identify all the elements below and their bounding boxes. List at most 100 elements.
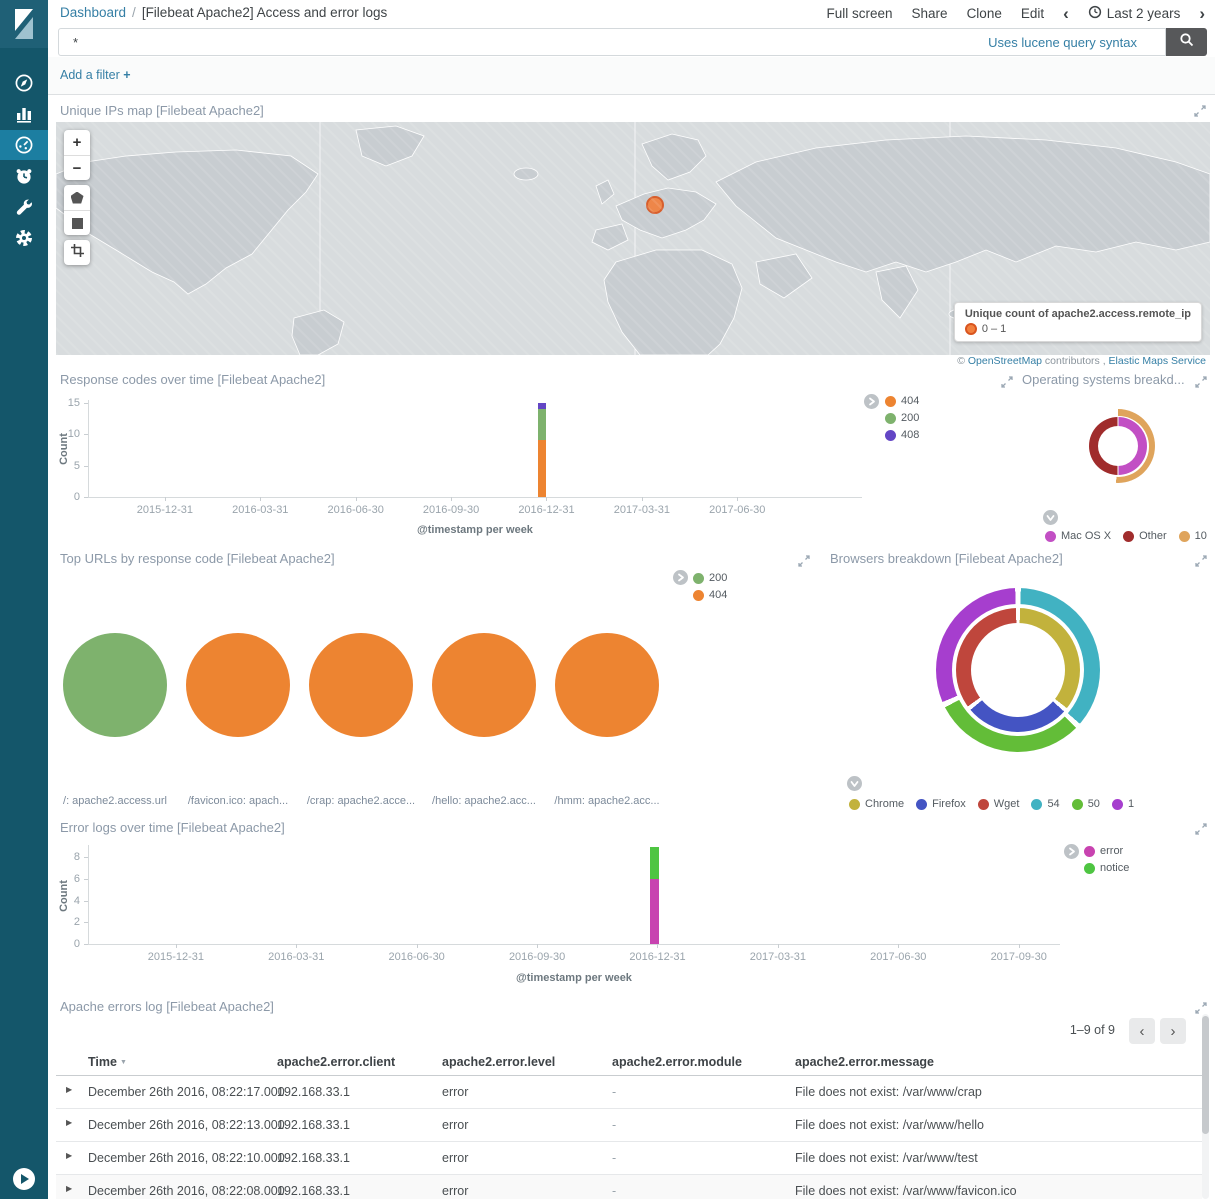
elastic-maps-link[interactable]: Elastic Maps Service — [1108, 355, 1206, 367]
pie-slice-404[interactable] — [432, 633, 536, 737]
share-button[interactable]: Share — [911, 6, 948, 21]
browsers-donut[interactable] — [936, 588, 1100, 752]
row-expand-icon[interactable]: ▶ — [66, 1184, 73, 1193]
draw-polygon-button[interactable] — [64, 185, 90, 210]
openstreetmap-link[interactable]: OpenStreetMap — [967, 355, 1043, 367]
legend-item[interactable]: 408 — [885, 429, 919, 441]
legend-toggle-icon[interactable] — [847, 776, 862, 791]
pagination-next-button[interactable]: › — [1160, 1018, 1186, 1044]
legend-item[interactable]: Firefox — [916, 798, 966, 810]
full-screen-button[interactable]: Full screen — [826, 6, 893, 21]
sidebar-item-dashboard[interactable] — [0, 130, 48, 160]
map-expand-icon[interactable] — [1194, 104, 1206, 117]
pie-slice-404[interactable] — [186, 633, 290, 737]
table-row[interactable]: ▶ December 26th 2016, 08:22:08.000 192.168… — [56, 1175, 1202, 1199]
sidebar-item-management[interactable] — [0, 223, 48, 253]
column-header-time[interactable]: Time ▼ — [88, 1055, 127, 1069]
legend-label: 408 — [901, 429, 920, 441]
sidebar-item-timelion[interactable] — [0, 161, 48, 191]
table-row[interactable]: ▶ December 26th 2016, 08:22:13.000 192.168… — [56, 1109, 1202, 1142]
map-zoom-controls: + − — [64, 130, 90, 180]
legend-toggle-icon[interactable] — [1064, 844, 1079, 859]
browsers-expand-icon[interactable] — [1195, 554, 1207, 567]
edit-button[interactable]: Edit — [1020, 6, 1045, 21]
table-scrollbar-thumb[interactable] — [1202, 1016, 1209, 1134]
legend-item[interactable]: 10 — [1178, 530, 1207, 542]
table-row[interactable]: ▶ December 26th 2016, 08:22:10.000 192.168… — [56, 1142, 1202, 1175]
time-forward-button[interactable]: › — [1199, 3, 1205, 23]
kibana-logo[interactable] — [0, 0, 48, 48]
os-expand-icon[interactable] — [1195, 375, 1207, 388]
x-tick-mark — [355, 497, 357, 501]
legend-label: notice — [1100, 862, 1130, 874]
row-expand-icon[interactable]: ▶ — [66, 1151, 73, 1160]
legend-item[interactable]: Other — [1123, 530, 1167, 542]
legend-item[interactable]: 54 — [1031, 798, 1060, 810]
collapse-sidebar-button[interactable] — [0, 1158, 48, 1199]
fit-bounds-button[interactable] — [64, 240, 90, 265]
legend-toggle-icon[interactable] — [864, 394, 879, 409]
search-button[interactable] — [1166, 28, 1207, 56]
legend-dot — [885, 412, 896, 424]
column-header-level[interactable]: apache2.error.level — [442, 1055, 556, 1069]
column-header-client[interactable]: apache2.error.client — [277, 1055, 396, 1069]
column-header-message[interactable]: apache2.error.message — [795, 1055, 934, 1069]
bar-segment-404[interactable] — [537, 440, 546, 497]
sidebar-item-visualize[interactable] — [0, 99, 48, 129]
error-logs-expand-icon[interactable] — [1195, 822, 1207, 835]
pie-slice-404[interactable] — [555, 633, 659, 737]
legend-item[interactable]: 50 — [1071, 798, 1100, 810]
add-filter-button[interactable]: Add a filter + — [60, 68, 131, 82]
row-expand-icon[interactable]: ▶ — [66, 1085, 73, 1094]
legend-item[interactable]: 200 — [693, 572, 727, 584]
legend-label: Firefox — [932, 798, 966, 810]
errors-table-expand-icon[interactable] — [1195, 1001, 1207, 1014]
legend-item[interactable]: 404 — [885, 395, 919, 407]
x-tick-mark — [1018, 944, 1020, 948]
row-expand-icon[interactable]: ▶ — [66, 1118, 73, 1127]
legend-toggle-icon[interactable] — [673, 570, 688, 585]
bar-segment-408[interactable] — [537, 402, 546, 409]
bar-segment-notice[interactable] — [649, 846, 659, 880]
legend-item[interactable]: Wget — [977, 798, 1019, 810]
bar-segment-200[interactable] — [537, 408, 546, 441]
time-back-button[interactable]: ‹ — [1063, 3, 1069, 23]
sidebar-item-dev-tools[interactable] — [0, 192, 48, 222]
bar-segment-error[interactable] — [649, 879, 659, 944]
zoom-in-button[interactable]: + — [72, 134, 82, 151]
legend-item[interactable]: 1 — [1111, 798, 1134, 810]
breadcrumb-dashboard-link[interactable]: Dashboard — [60, 5, 127, 20]
zoom-out-button[interactable]: − — [64, 155, 90, 180]
search-query-input[interactable]: * Uses lucene query syntax — [58, 28, 1166, 56]
legend-item[interactable]: 404 — [693, 589, 727, 601]
error-logs-chart[interactable] — [88, 845, 1060, 945]
legend-item[interactable]: notice — [1084, 862, 1129, 874]
legend-item[interactable]: Mac OS X — [1045, 530, 1111, 542]
errors-table-panel-title: Apache errors log [Filebeat Apache2] — [60, 999, 274, 1014]
legend-toggle-icon[interactable] — [1043, 510, 1058, 525]
table-row[interactable]: ▶ December 26th 2016, 08:22:17.000 192.168… — [56, 1076, 1202, 1109]
error-logs-panel-title: Error logs over time [Filebeat Apache2] — [60, 820, 285, 835]
legend-item[interactable]: 200 — [885, 412, 919, 424]
table-cell: December 26th 2016, 08:22:08.000 — [88, 1184, 285, 1198]
response-codes-chart[interactable] — [88, 400, 862, 498]
x-axis-tick: 2016-06-30 — [327, 504, 384, 516]
draw-rectangle-button[interactable] — [64, 210, 90, 235]
geo-point-marker[interactable] — [646, 196, 664, 214]
pagination-prev-button[interactable]: ‹ — [1129, 1018, 1155, 1044]
time-picker-button[interactable]: Last 2 years — [1088, 5, 1180, 22]
map-legend: Unique count of apache2.access.remote_ip… — [953, 302, 1202, 342]
lucene-syntax-link[interactable]: Uses lucene query syntax — [988, 34, 1137, 50]
os-breakdown-donut[interactable] — [1081, 409, 1155, 483]
error-logs-xlabel: @timestamp per week — [516, 972, 632, 984]
top-urls-expand-icon[interactable] — [798, 554, 810, 567]
pie-slice-404[interactable] — [309, 633, 413, 737]
pie-slice-200[interactable] — [63, 633, 167, 737]
column-header-module[interactable]: apache2.error.module — [612, 1055, 742, 1069]
clone-button[interactable]: Clone — [966, 6, 1002, 21]
unique-ips-map[interactable]: + − Unique count of apache2.access.remot… — [56, 122, 1210, 355]
legend-item[interactable]: Chrome — [849, 798, 904, 810]
sidebar-item-discover[interactable] — [0, 68, 48, 98]
response-codes-expand-icon[interactable] — [1001, 375, 1013, 388]
legend-item[interactable]: error — [1084, 845, 1129, 857]
